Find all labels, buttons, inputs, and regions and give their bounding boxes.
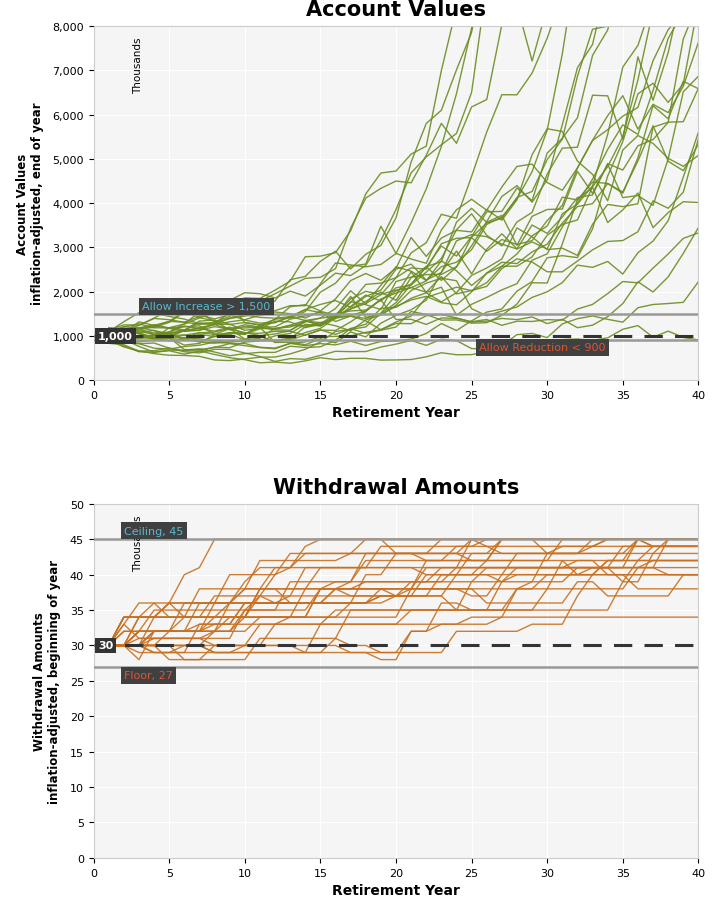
Text: Allow Reduction < 900: Allow Reduction < 900 bbox=[480, 343, 606, 353]
X-axis label: Retirement Year: Retirement Year bbox=[332, 405, 460, 420]
Text: 30: 30 bbox=[98, 641, 113, 651]
Text: Floor, 27: Floor, 27 bbox=[124, 671, 173, 681]
Text: Thousands: Thousands bbox=[133, 38, 143, 94]
Text: Ceiling, 45: Ceiling, 45 bbox=[124, 526, 183, 536]
Y-axis label: Withdrawal Amounts
inflation-adjusted, beginning of year: Withdrawal Amounts inflation-adjusted, b… bbox=[33, 559, 61, 803]
Title: Account Values: Account Values bbox=[306, 0, 486, 20]
Text: Thousands: Thousands bbox=[133, 515, 143, 572]
Text: 1,000: 1,000 bbox=[98, 331, 133, 341]
Y-axis label: Account Values
inflation-adjusted, end of year: Account Values inflation-adjusted, end o… bbox=[16, 103, 44, 305]
X-axis label: Retirement Year: Retirement Year bbox=[332, 883, 460, 897]
Title: Withdrawal Amounts: Withdrawal Amounts bbox=[273, 478, 519, 498]
Text: Allow Increase > 1,500: Allow Increase > 1,500 bbox=[142, 302, 270, 312]
